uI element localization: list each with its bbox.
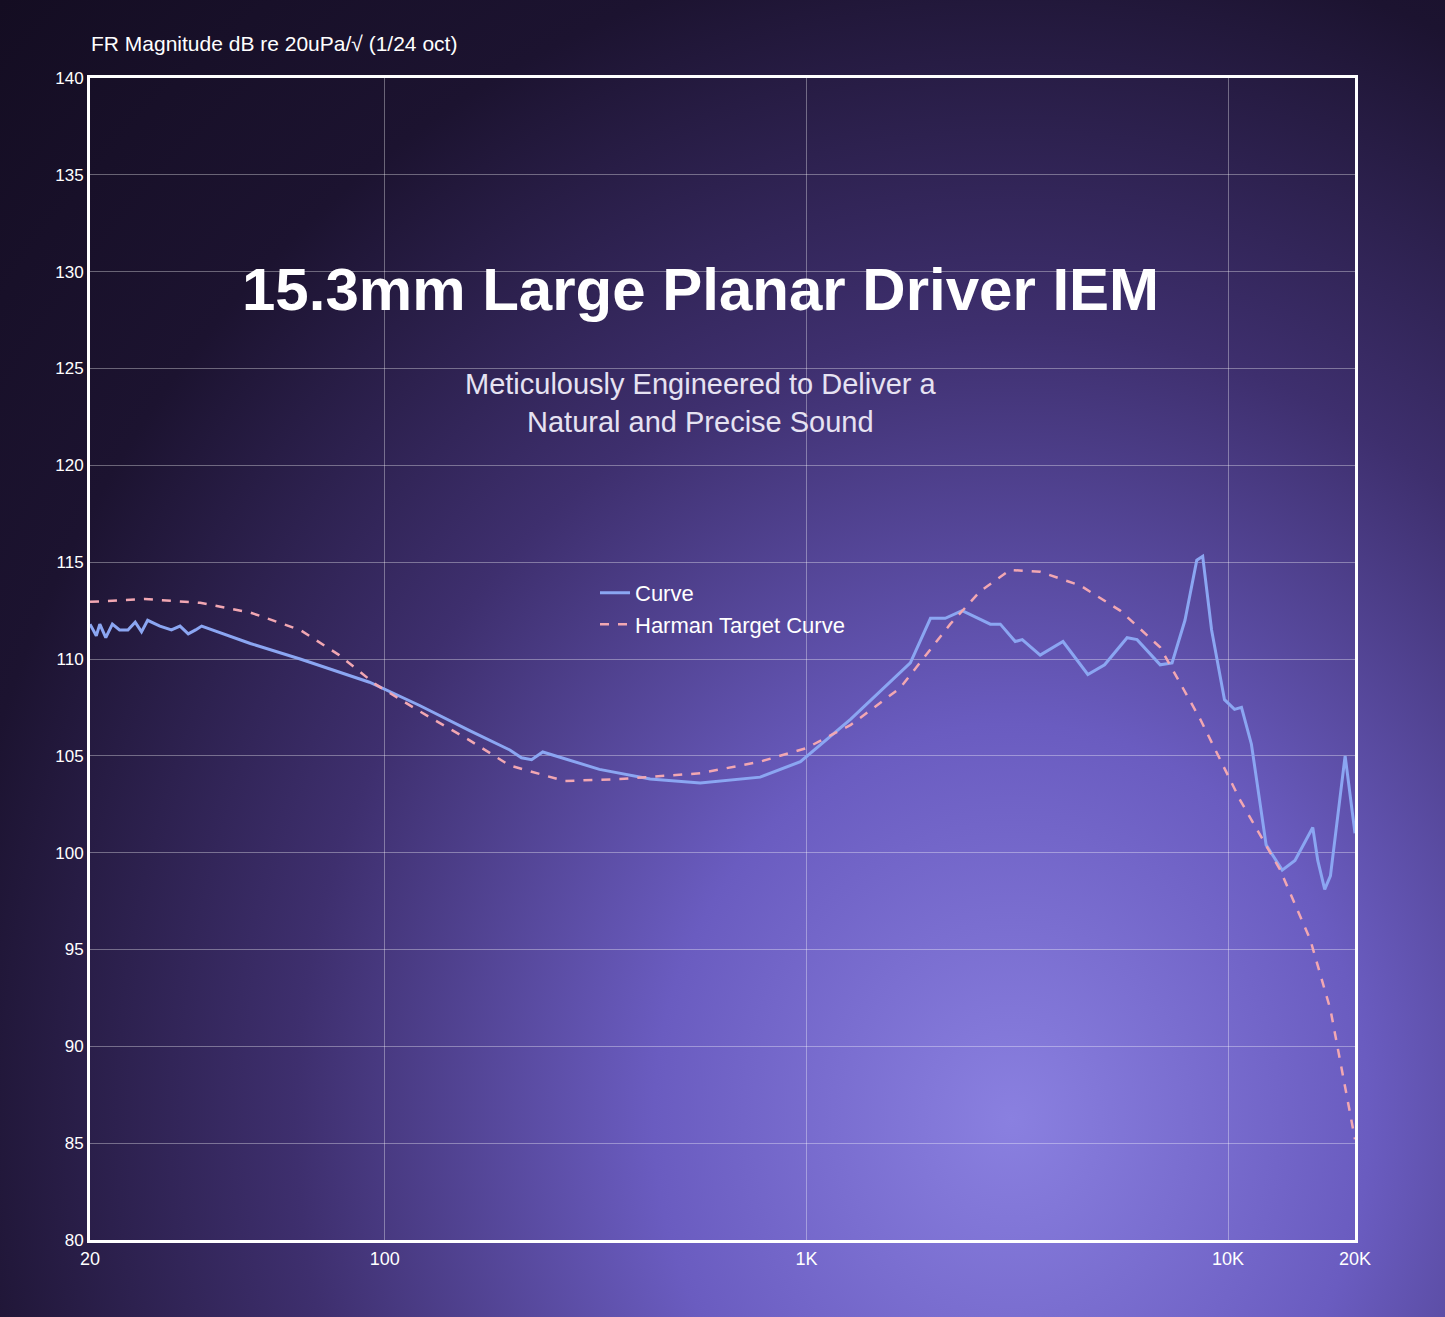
svg-text:Curve: Curve (635, 581, 694, 606)
svg-text:20K: 20K (1339, 1249, 1371, 1269)
svg-text:10K: 10K (1212, 1249, 1244, 1269)
svg-text:Harman Target Curve: Harman Target Curve (635, 613, 845, 638)
svg-text:95: 95 (65, 940, 84, 959)
svg-text:80: 80 (65, 1231, 84, 1250)
svg-text:Meticulously Engineered to Del: Meticulously Engineered to Deliver aNatu… (465, 368, 937, 438)
svg-text:110: 110 (56, 650, 83, 669)
svg-text:20: 20 (80, 1249, 100, 1269)
svg-text:105: 105 (55, 747, 83, 766)
svg-text:135: 135 (55, 166, 83, 185)
svg-text:FR Magnitude dB re 20uPa/√ (1/: FR Magnitude dB re 20uPa/√ (1/24 oct) (91, 32, 457, 55)
svg-text:85: 85 (65, 1134, 84, 1153)
svg-text:130: 130 (55, 263, 83, 282)
svg-text:100: 100 (370, 1249, 400, 1269)
svg-text:90: 90 (65, 1037, 84, 1056)
svg-text:100: 100 (55, 844, 83, 863)
svg-text:15.3mm Large Planar Driver IEM: 15.3mm Large Planar Driver IEM (242, 256, 1159, 323)
svg-text:140: 140 (55, 69, 83, 88)
svg-text:1K: 1K (795, 1249, 817, 1269)
svg-text:115: 115 (56, 553, 83, 572)
svg-text:120: 120 (55, 456, 83, 475)
svg-text:125: 125 (55, 359, 83, 378)
